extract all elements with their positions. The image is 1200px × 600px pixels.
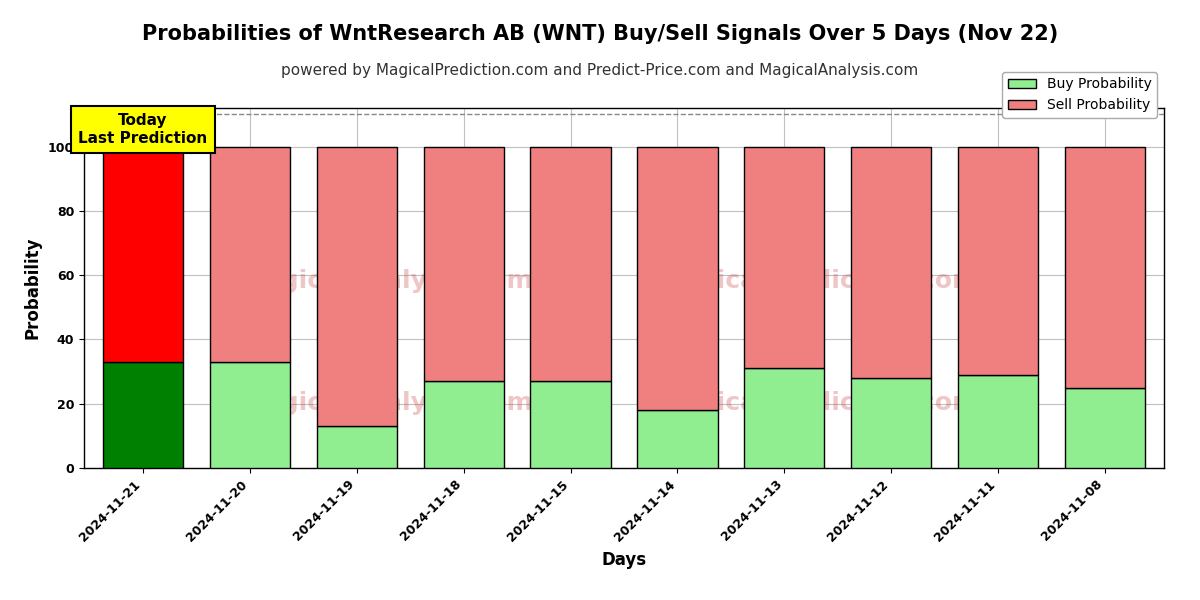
Text: MagicalAnalysis.com: MagicalAnalysis.com [240,391,533,415]
Text: powered by MagicalPrediction.com and Predict-Price.com and MagicalAnalysis.com: powered by MagicalPrediction.com and Pre… [281,63,919,78]
Bar [637,146,718,410]
Bar [851,378,931,468]
Bar [958,375,1038,468]
Bar [530,146,611,381]
Bar [317,146,397,426]
Bar [530,381,611,468]
Bar [1066,146,1145,388]
Bar [317,426,397,468]
Bar [210,146,290,362]
Bar [103,146,182,362]
Bar [103,362,182,468]
Bar [424,146,504,381]
Text: MagicalAnalysis.com: MagicalAnalysis.com [240,269,533,293]
Text: MagicalPrediction.com: MagicalPrediction.com [658,391,979,415]
X-axis label: Days: Days [601,551,647,569]
Bar [744,368,824,468]
Text: MagicalPrediction.com: MagicalPrediction.com [658,269,979,293]
Bar [210,362,290,468]
Text: Probabilities of WntResearch AB (WNT) Buy/Sell Signals Over 5 Days (Nov 22): Probabilities of WntResearch AB (WNT) Bu… [142,24,1058,44]
Bar [958,146,1038,375]
Bar [744,146,824,368]
Bar [637,410,718,468]
Text: Today
Last Prediction: Today Last Prediction [78,113,208,146]
Bar [851,146,931,378]
Bar [424,381,504,468]
Bar [1066,388,1145,468]
Y-axis label: Probability: Probability [23,237,41,339]
Legend: Buy Probability, Sell Probability: Buy Probability, Sell Probability [1002,72,1157,118]
